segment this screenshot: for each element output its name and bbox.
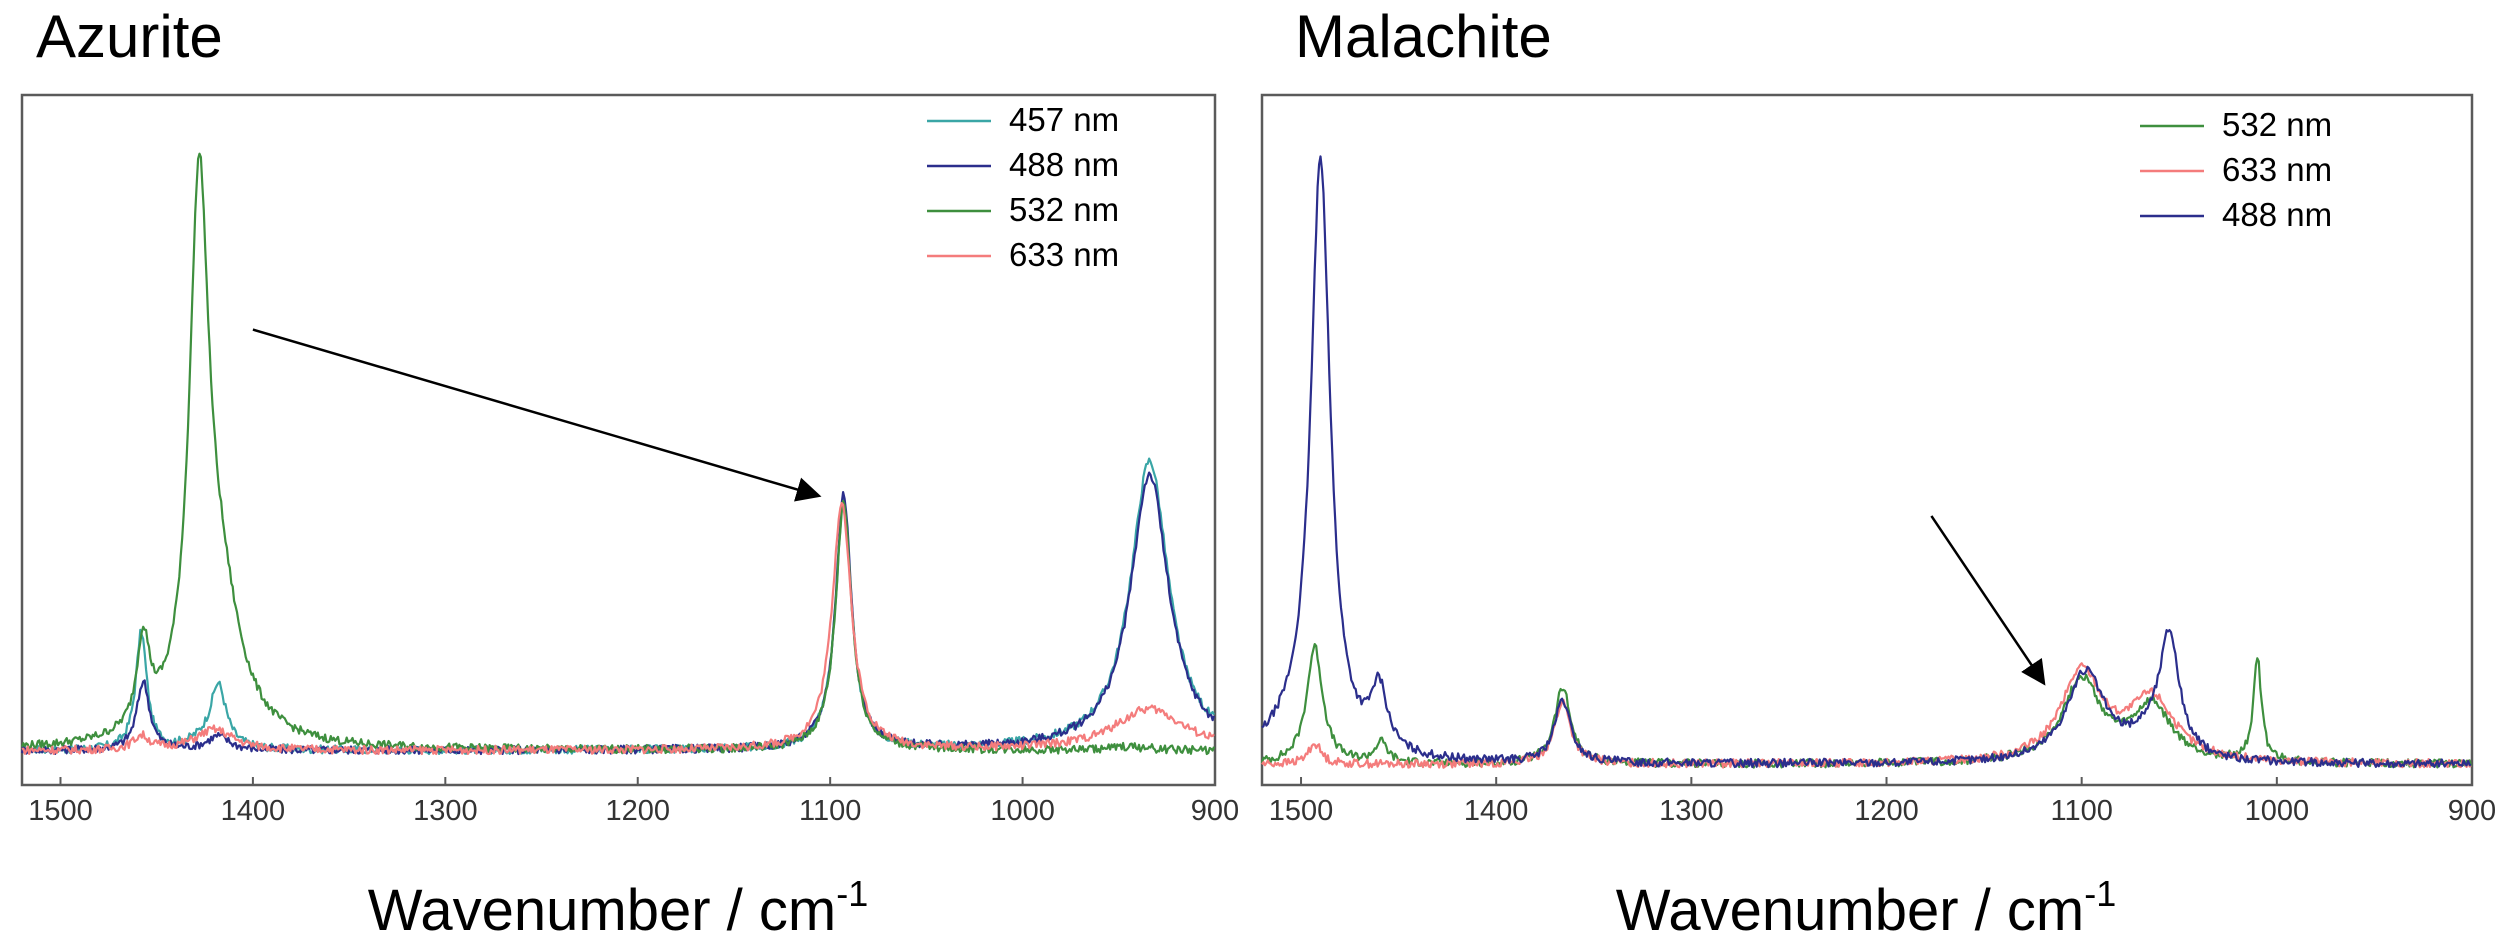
series-line xyxy=(1260,643,2473,769)
plot-frame xyxy=(20,93,1217,787)
malachite-panel: Malachite 1500 1400 1300 1200 1100 1000 900 53… xyxy=(1260,3,2496,943)
series-group xyxy=(1260,155,2473,769)
x-tick-label: 1400 xyxy=(221,795,286,827)
x-axis-title: Wavenumber / cm-1 xyxy=(1616,873,2116,943)
legend-label: 532 nm xyxy=(1009,191,1119,228)
legend-label: 488 nm xyxy=(2222,196,2332,233)
x-tick-label: 1200 xyxy=(1854,795,1919,827)
x-tick-label: 900 xyxy=(2448,795,2496,827)
legend: 457 nm 488 nm 532 nm 633 nm xyxy=(927,101,1119,273)
legend-label: 633 nm xyxy=(1009,236,1119,273)
x-tick-label: 1300 xyxy=(413,795,478,827)
x-axis-title-superscript: -1 xyxy=(2084,873,2116,914)
series-line xyxy=(20,471,1216,756)
legend: 532 nm 633 nm 488 nm xyxy=(2140,106,2332,233)
panel-title: Malachite xyxy=(1295,3,1552,70)
x-tick-label: 1500 xyxy=(1269,795,1334,827)
panel-title: Azurite xyxy=(36,3,223,70)
x-axis-title-text: Wavenumber / cm xyxy=(1616,878,2084,943)
x-tick-label: 1300 xyxy=(1659,795,1724,827)
x-tick-labels: 1500 1400 1300 1200 1100 1000 900 xyxy=(1269,777,2496,827)
annotations xyxy=(252,328,822,502)
legend-label: 532 nm xyxy=(2222,106,2332,143)
x-tick-label: 1100 xyxy=(799,795,861,827)
x-axis-title: Wavenumber / cm-1 xyxy=(368,873,868,943)
series-group xyxy=(20,152,1216,756)
legend-label: 633 nm xyxy=(2222,151,2332,188)
x-tick-label: 1000 xyxy=(2245,795,2310,827)
x-tick-label: 900 xyxy=(1191,795,1239,827)
x-tick-label: 1100 xyxy=(2050,795,2112,827)
series-line xyxy=(1261,155,2472,769)
annotation-arrow xyxy=(1930,515,2046,686)
series-line xyxy=(21,457,1215,756)
azurite-panel: Azurite 1500 1400 1300 1200 1100 1000 900 457 … xyxy=(20,3,1239,943)
annotations xyxy=(1930,515,2046,686)
x-axis-title-superscript: -1 xyxy=(836,873,868,914)
series-line xyxy=(21,501,1215,756)
x-tick-label: 1000 xyxy=(990,795,1055,827)
x-axis-title-text: Wavenumber / cm xyxy=(368,878,836,943)
series-line xyxy=(20,152,1216,756)
x-tick-label: 1500 xyxy=(28,795,93,827)
legend-label: 488 nm xyxy=(1009,146,1119,183)
x-tick-labels: 1500 1400 1300 1200 1100 1000 900 xyxy=(28,777,1239,827)
series-line xyxy=(1261,662,2472,769)
x-tick-label: 1200 xyxy=(605,795,670,827)
legend-label: 457 nm xyxy=(1009,101,1119,138)
plot-frame xyxy=(1260,93,2474,787)
x-tick-label: 1400 xyxy=(1464,795,1529,827)
annotation-arrow xyxy=(252,328,822,502)
